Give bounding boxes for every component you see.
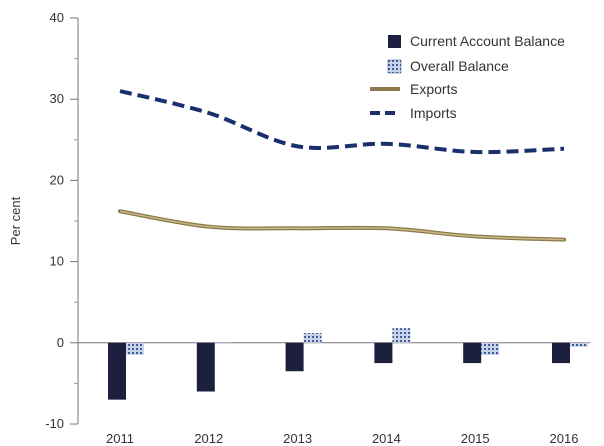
- bar-overall-balance: [303, 333, 322, 343]
- legend-label: Exports: [410, 81, 457, 97]
- legend-label: Imports: [410, 105, 457, 121]
- x-tick-label: 2014: [372, 431, 401, 446]
- x-tick-label: 2011: [106, 431, 134, 446]
- y-tick-label: 30: [50, 91, 64, 106]
- y-tick-label: -10: [45, 416, 64, 431]
- bar-current-account-balance: [463, 342, 482, 364]
- bar-overall-balance: [126, 342, 144, 355]
- bar-overall-balance: [392, 328, 411, 343]
- y-tick-label: 20: [50, 172, 64, 187]
- x-tick-label: 2013: [283, 431, 312, 446]
- legend-swatch-current-account-balance: [388, 35, 401, 48]
- bar-current-account-balance: [374, 342, 393, 364]
- line-exports-highlight: [119, 210, 565, 241]
- y-axis: -10 0 10 20 30 40: [45, 10, 79, 431]
- y-axis-title: Per cent: [8, 196, 23, 245]
- y-tick-label: 40: [50, 10, 64, 25]
- line-exports: [118, 209, 566, 242]
- bar-overall-balance: [214, 342, 233, 344]
- x-tick-label: 2012: [194, 431, 223, 446]
- legend-label: Overall Balance: [410, 58, 509, 74]
- bar-current-account-balance: [552, 342, 570, 364]
- bar-overall-balance: [481, 342, 500, 355]
- bar-current-account-balance: [196, 342, 215, 392]
- y-tick-label: 10: [50, 254, 64, 269]
- lines: [118, 89, 566, 242]
- x-tick-label: 2015: [461, 431, 490, 446]
- bar-overall-balance: [570, 342, 588, 347]
- x-axis: 2011 2012 2013 2014 2015 2016: [78, 342, 590, 446]
- x-tick-label: 2016: [550, 431, 579, 446]
- bar-current-account-balance: [285, 342, 304, 372]
- line-imports: [119, 89, 565, 155]
- bars: [108, 328, 588, 400]
- bar-current-account-balance: [108, 342, 126, 400]
- legend-label: Current Account Balance: [410, 33, 565, 49]
- y-tick-label: 0: [57, 335, 64, 350]
- legend-swatch-overall-balance: [387, 59, 402, 74]
- legend: Current Account Balance Overall Balance Ex…: [370, 33, 565, 121]
